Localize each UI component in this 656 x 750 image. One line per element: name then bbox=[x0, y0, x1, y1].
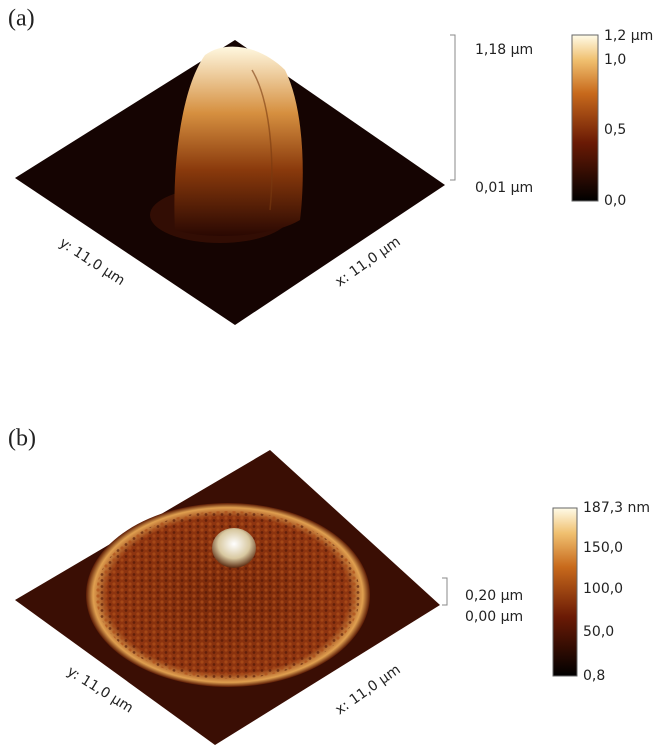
panel-label: (b) bbox=[8, 426, 36, 452]
colorbar-label: 0,8 bbox=[583, 668, 605, 684]
figure: (a) 1,18 µm 0,01 µm y: 11,0 µm x: 11,0 µ… bbox=[0, 0, 656, 750]
z-top: 1,18 µm bbox=[475, 42, 533, 58]
z-bottom: 0,01 µm bbox=[475, 180, 533, 196]
colorbar-label: 0,0 bbox=[604, 193, 626, 209]
colorbar-label: 0,5 bbox=[604, 122, 626, 138]
panel-a: (a) 1,18 µm 0,01 µm y: 11,0 µm x: 11,0 µ… bbox=[8, 6, 653, 326]
z-top: 0,20 µm bbox=[465, 588, 523, 604]
z-axis bbox=[450, 35, 455, 180]
colorbar bbox=[572, 35, 598, 201]
z-bottom: 0,00 µm bbox=[465, 609, 523, 625]
colorbar bbox=[553, 508, 577, 676]
colorbar-label: 1,0 bbox=[604, 52, 626, 68]
colorbar-label: 50,0 bbox=[583, 624, 614, 640]
colorbar-label: 1,2 µm bbox=[604, 28, 653, 44]
colorbar-label: 187,3 nm bbox=[583, 500, 650, 516]
colorbar-label: 100,0 bbox=[583, 581, 623, 597]
bump bbox=[212, 528, 256, 568]
z-axis bbox=[442, 578, 447, 605]
colorbar-label: 150,0 bbox=[583, 540, 623, 556]
x-axis-label: x: 11,0 µm bbox=[332, 662, 403, 718]
panel-b: (b) 0,20 µm 0,00 µm y: 11,0 µm x: 11,0 µ… bbox=[8, 426, 650, 746]
panel-label: (a) bbox=[8, 6, 35, 32]
